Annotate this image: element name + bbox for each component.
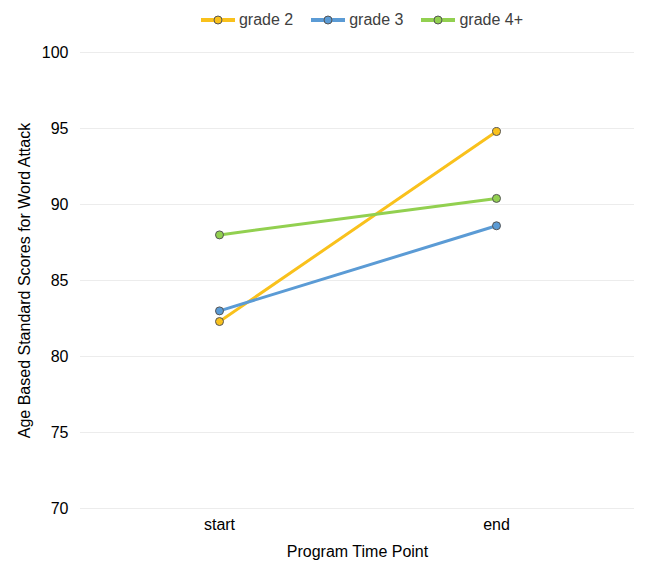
svg-text:70: 70 — [51, 500, 69, 517]
svg-text:start: start — [204, 516, 236, 533]
svg-text:Program Time Point: Program Time Point — [287, 543, 429, 560]
svg-text:100: 100 — [42, 44, 69, 61]
svg-text:Age Based Standard Scores for: Age Based Standard Scores for Word Attac… — [16, 122, 33, 438]
svg-text:75: 75 — [51, 424, 69, 441]
html-text:grade 2: grade 2 — [238, 11, 294, 28]
html-text:grade 4+: grade 4+ — [459, 11, 524, 28]
svg-text:95: 95 — [51, 120, 69, 137]
svg-text:80: 80 — [51, 348, 69, 365]
svg-text:90: 90 — [51, 196, 69, 213]
svg-text:end: end — [483, 516, 510, 533]
html-text:grade 3: grade 3 — [349, 11, 404, 28]
svg-text:85: 85 — [51, 272, 69, 289]
